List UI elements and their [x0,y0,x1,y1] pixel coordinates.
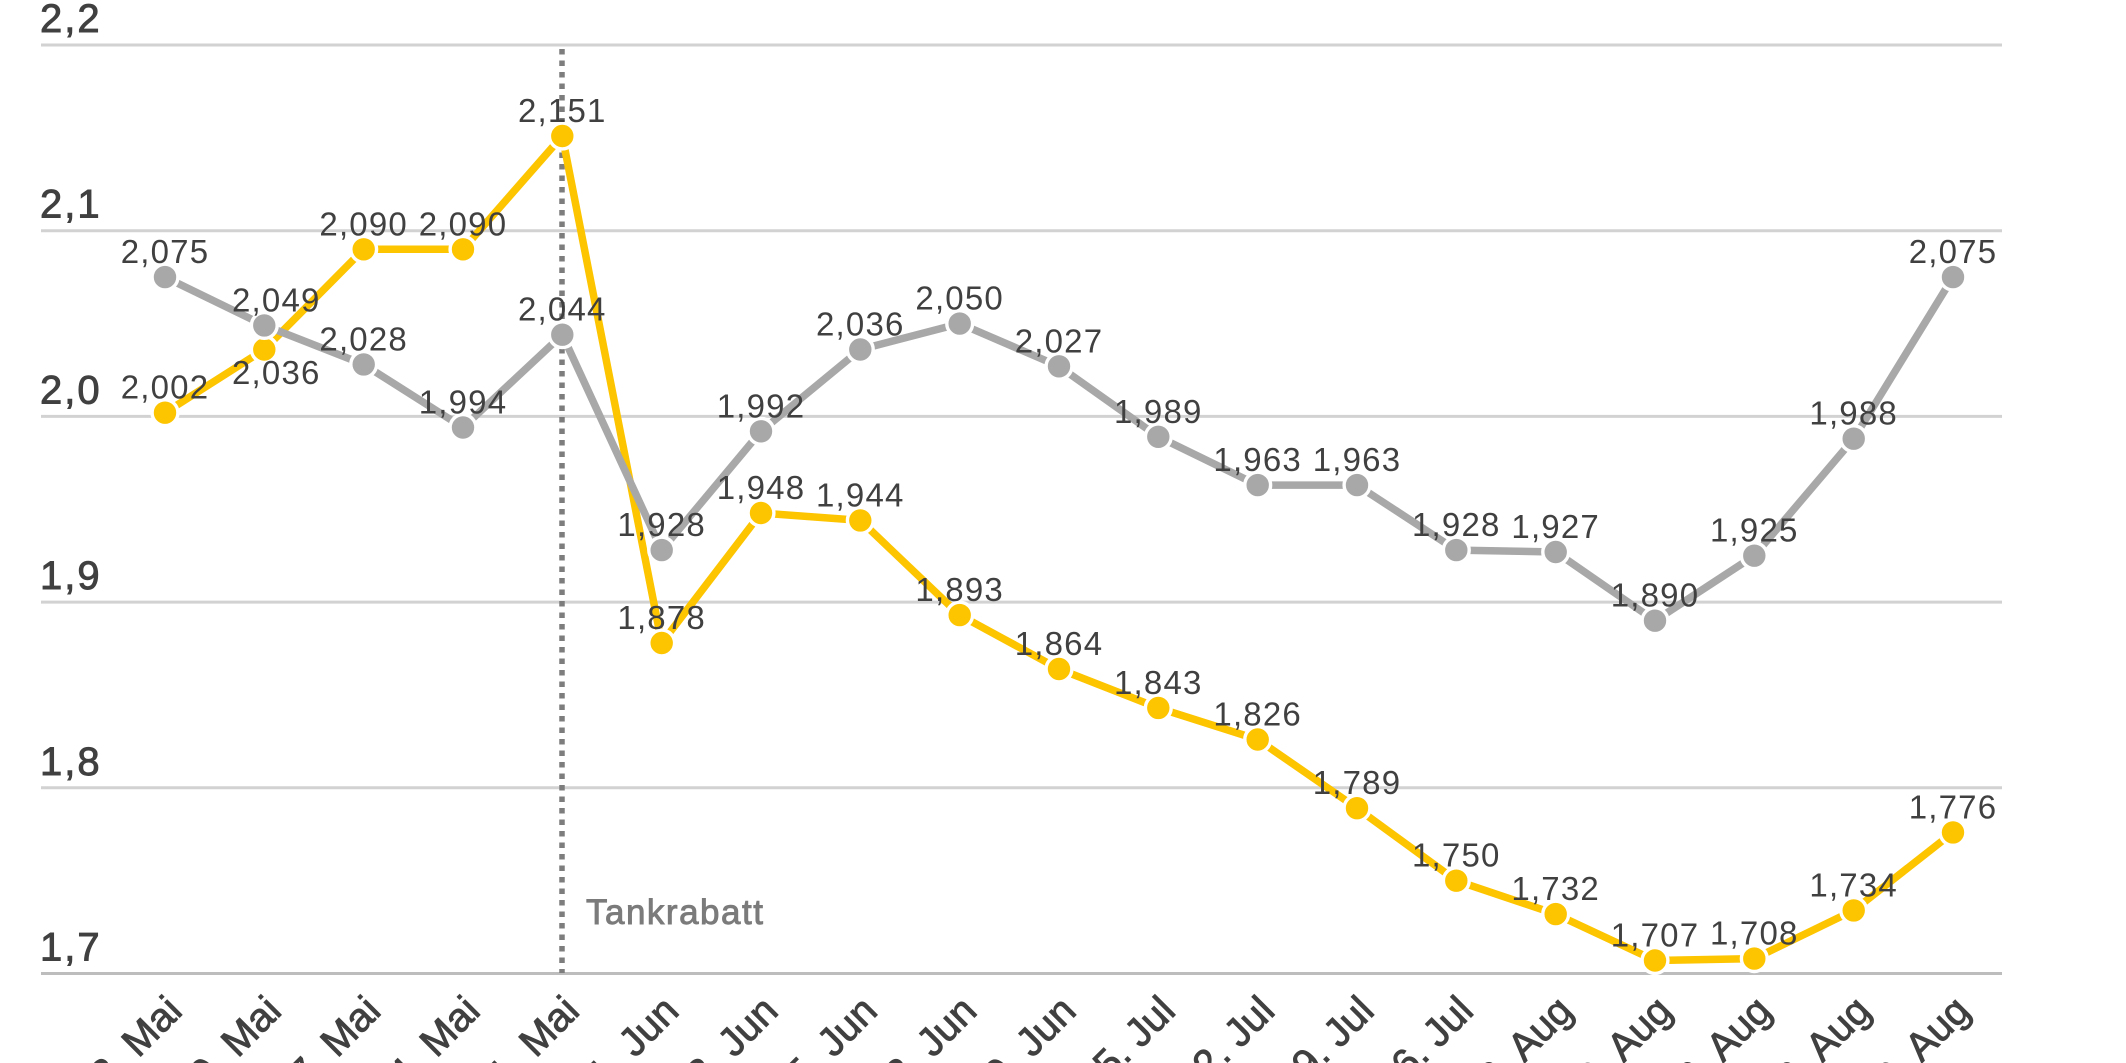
svg-text:1,878: 1,878 [617,599,706,636]
svg-text:2,0: 2,0 [40,368,102,412]
svg-text:1,789: 1,789 [1313,764,1402,801]
svg-text:1,989: 1,989 [1114,393,1203,430]
svg-text:1,928: 1,928 [617,506,706,543]
svg-text:1,893: 1,893 [915,571,1004,608]
svg-text:1,707: 1,707 [1611,917,1700,954]
svg-text:2,002: 2,002 [121,369,210,406]
svg-text:1,864: 1,864 [1015,625,1104,662]
svg-text:1,732: 1,732 [1511,870,1600,907]
svg-text:2,028: 2,028 [319,320,408,357]
svg-text:1,890: 1,890 [1611,577,1700,614]
svg-text:2,036: 2,036 [816,306,905,343]
svg-text:1,963: 1,963 [1313,441,1402,478]
svg-text:2,090: 2,090 [319,205,408,242]
svg-text:1,843: 1,843 [1114,664,1203,701]
svg-text:1,750: 1,750 [1412,837,1501,874]
svg-text:2,1: 2,1 [40,183,102,227]
svg-text:Tankrabatt: Tankrabatt [586,893,764,932]
svg-text:2,090: 2,090 [419,205,508,242]
svg-text:2,036: 2,036 [232,354,321,391]
svg-text:1,734: 1,734 [1809,866,1898,903]
svg-text:2,075: 2,075 [1909,233,1998,270]
svg-text:1,776: 1,776 [1909,788,1998,825]
svg-text:1,963: 1,963 [1213,441,1302,478]
svg-text:1,944: 1,944 [816,476,905,513]
svg-text:2,044: 2,044 [518,291,607,328]
svg-text:1,988: 1,988 [1809,395,1898,432]
svg-text:2,2: 2,2 [40,0,102,41]
svg-text:1,7: 1,7 [40,926,102,970]
svg-text:2,049: 2,049 [232,281,321,318]
svg-text:1,928: 1,928 [1412,506,1501,543]
svg-text:1,927: 1,927 [1511,508,1600,545]
svg-text:1,8: 1,8 [40,740,102,784]
svg-text:1,948: 1,948 [717,469,806,506]
svg-text:2,075: 2,075 [121,233,210,270]
svg-text:2,027: 2,027 [1015,322,1104,359]
svg-text:1,9: 1,9 [40,554,102,598]
svg-text:1,708: 1,708 [1710,915,1799,952]
svg-text:2,050: 2,050 [915,280,1004,317]
svg-text:1,925: 1,925 [1710,512,1799,549]
svg-text:1,992: 1,992 [717,387,806,424]
svg-text:1,826: 1,826 [1213,696,1302,733]
svg-text:2,151: 2,151 [518,92,607,129]
svg-text:1,994: 1,994 [419,384,508,421]
